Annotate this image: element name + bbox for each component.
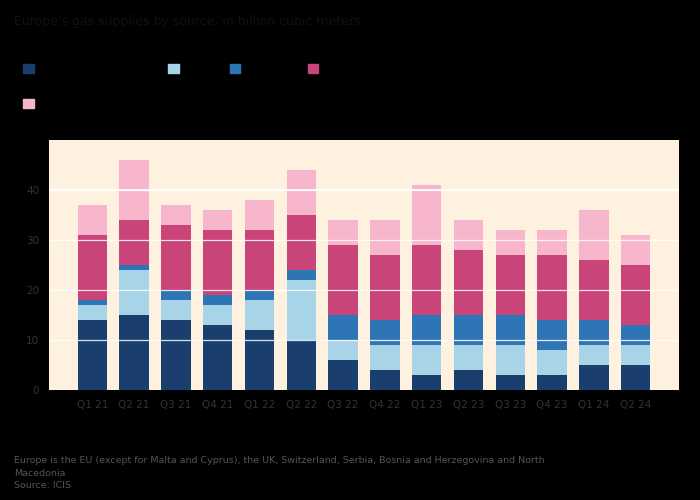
Bar — [496, 375, 525, 390]
Bar — [245, 300, 274, 330]
Bar — [78, 300, 107, 305]
Bar — [454, 315, 483, 345]
Bar — [496, 230, 525, 255]
Bar — [496, 255, 525, 315]
Bar — [328, 315, 358, 340]
Bar — [580, 365, 608, 390]
Bar — [161, 300, 190, 320]
Bar — [538, 230, 567, 255]
Bar — [538, 350, 567, 375]
Bar — [621, 325, 650, 345]
Text: Source: ICIS: Source: ICIS — [14, 481, 71, 490]
Bar — [78, 205, 107, 235]
Bar — [580, 260, 608, 320]
Bar — [580, 210, 608, 260]
Text: Europe is the EU (except for Malta and Cyprus), the UK, Switzerland, Serbia, Bos: Europe is the EU (except for Malta and C… — [14, 456, 545, 465]
Bar — [621, 365, 650, 390]
Bar — [580, 320, 608, 345]
Bar — [120, 265, 148, 270]
Bar — [203, 295, 232, 305]
Bar — [161, 290, 190, 300]
Bar — [580, 345, 608, 365]
Bar — [161, 225, 190, 290]
Bar — [161, 205, 190, 225]
Bar — [78, 305, 107, 320]
Bar — [370, 370, 400, 390]
Bar — [328, 245, 358, 315]
Legend: Russian pipeline + LNG, US LNG, Other LNG, Other pipepeline: Russian pipeline + LNG, US LNG, Other LN… — [19, 60, 415, 78]
Bar — [245, 290, 274, 300]
Bar — [621, 265, 650, 325]
Bar — [538, 375, 567, 390]
Bar — [538, 320, 567, 350]
Bar — [328, 340, 358, 360]
Bar — [287, 280, 316, 340]
Bar — [370, 220, 400, 255]
Bar — [120, 220, 148, 265]
Bar — [328, 360, 358, 390]
Bar — [245, 330, 274, 390]
Bar — [287, 170, 316, 215]
Bar — [454, 250, 483, 315]
Bar — [621, 345, 650, 365]
Bar — [496, 345, 525, 375]
Bar — [203, 230, 232, 295]
Bar — [454, 220, 483, 250]
Bar — [454, 370, 483, 390]
Bar — [538, 255, 567, 320]
Text: Europe's gas supplies by source, in billion cubic meters: Europe's gas supplies by source, in bill… — [14, 15, 360, 28]
Bar — [287, 215, 316, 270]
Bar — [621, 235, 650, 265]
Bar — [78, 320, 107, 390]
Bar — [161, 320, 190, 390]
Bar — [78, 235, 107, 300]
Bar — [203, 325, 232, 390]
Bar — [412, 315, 441, 345]
Bar — [203, 305, 232, 325]
Bar — [370, 320, 400, 345]
Bar — [412, 375, 441, 390]
Bar — [454, 345, 483, 370]
Bar — [203, 210, 232, 230]
Bar — [412, 185, 441, 245]
Bar — [287, 270, 316, 280]
Bar — [245, 230, 274, 290]
Bar — [120, 270, 148, 315]
Bar — [370, 255, 400, 320]
Text: Macedonia: Macedonia — [14, 468, 65, 477]
Bar — [287, 340, 316, 390]
Bar — [412, 245, 441, 315]
Bar — [496, 315, 525, 345]
Bar — [370, 345, 400, 370]
Bar — [328, 220, 358, 245]
Bar — [412, 345, 441, 375]
Bar — [120, 160, 148, 220]
Legend: Domestic Production: Domestic Production — [19, 95, 151, 114]
Bar — [245, 200, 274, 230]
Bar — [120, 315, 148, 390]
